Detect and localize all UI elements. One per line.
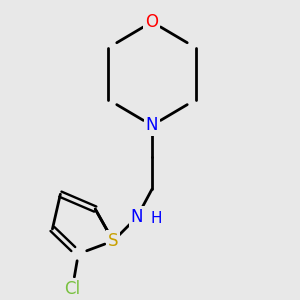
Text: S: S [108, 232, 119, 250]
Text: N: N [146, 116, 158, 134]
Text: O: O [146, 13, 158, 31]
Text: N: N [131, 208, 143, 226]
Text: Cl: Cl [64, 280, 80, 298]
Text: H: H [151, 211, 163, 226]
